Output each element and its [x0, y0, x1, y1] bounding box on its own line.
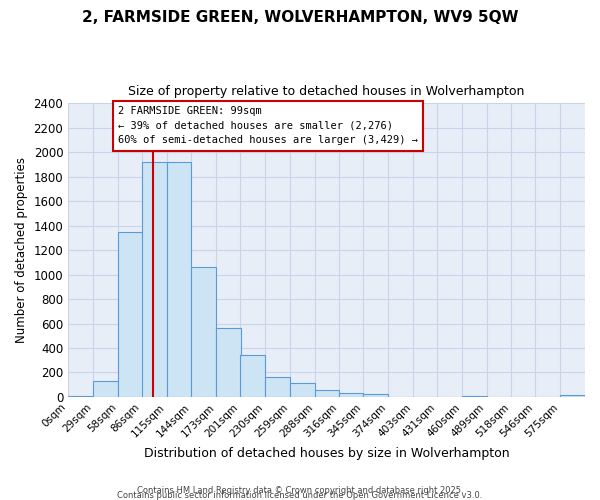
Bar — [93, 381, 118, 397]
Bar — [338, 392, 364, 397]
Bar — [560, 395, 585, 397]
Bar — [240, 356, 265, 397]
Bar — [462, 396, 487, 397]
Y-axis label: Number of detached properties: Number of detached properties — [15, 157, 28, 343]
Bar — [142, 162, 167, 397]
Text: 2 FARMSIDE GREEN: 99sqm
← 39% of detached houses are smaller (2,276)
60% of semi: 2 FARMSIDE GREEN: 99sqm ← 39% of detache… — [118, 106, 418, 146]
Text: Contains public sector information licensed under the Open Government Licence v3: Contains public sector information licen… — [118, 491, 482, 500]
Bar — [68, 396, 93, 397]
Bar — [216, 328, 241, 397]
Bar — [364, 394, 388, 397]
Bar — [118, 232, 143, 397]
X-axis label: Distribution of detached houses by size in Wolverhampton: Distribution of detached houses by size … — [144, 447, 509, 460]
Title: Size of property relative to detached houses in Wolverhampton: Size of property relative to detached ho… — [128, 85, 525, 98]
Bar — [290, 384, 314, 397]
Bar — [314, 390, 340, 397]
Bar — [191, 268, 216, 397]
Text: Contains HM Land Registry data © Crown copyright and database right 2025.: Contains HM Land Registry data © Crown c… — [137, 486, 463, 495]
Bar — [167, 162, 191, 397]
Text: 2, FARMSIDE GREEN, WOLVERHAMPTON, WV9 5QW: 2, FARMSIDE GREEN, WOLVERHAMPTON, WV9 5Q… — [82, 10, 518, 25]
Bar — [265, 377, 290, 397]
